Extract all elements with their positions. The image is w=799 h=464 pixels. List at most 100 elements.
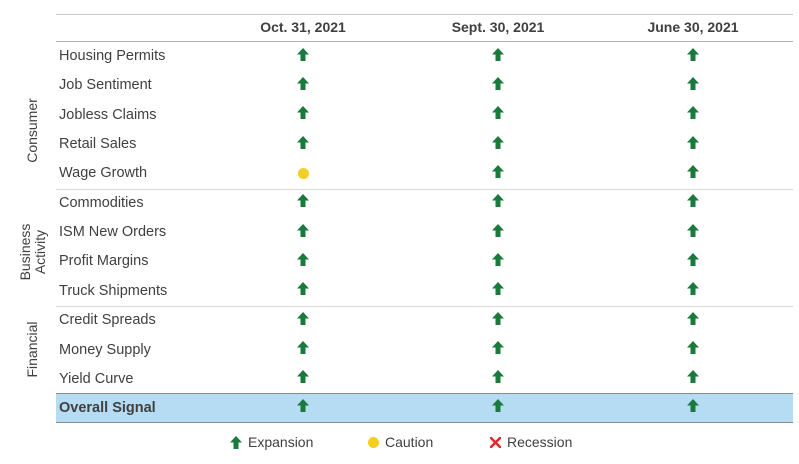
group-divider: [56, 188, 793, 190]
column-header-sept-2021: Sept. 30, 2021: [451, 19, 545, 35]
group-label-consumer: Consumer: [24, 98, 40, 163]
up-arrow-icon: [297, 76, 309, 95]
up-arrow-icon: [297, 399, 309, 417]
row-label: ISM New Orders: [59, 224, 167, 241]
up-arrow-icon: [229, 435, 243, 449]
signal-cell: [673, 336, 713, 365]
signal-cell: [673, 189, 713, 218]
signal-cell: [283, 306, 323, 335]
row-label: Money Supply: [59, 341, 151, 358]
signal-cell: [283, 189, 323, 218]
table-row: Commodities: [56, 189, 793, 218]
circle-icon: [297, 168, 309, 180]
signal-cell: [673, 247, 713, 276]
up-arrow-icon: [687, 164, 699, 183]
up-arrow-icon: [687, 370, 699, 388]
signal-cell: [478, 130, 518, 159]
signal-cell: [478, 336, 518, 365]
up-arrow-icon: [492, 399, 504, 417]
signal-cell: [673, 365, 713, 394]
up-arrow-icon: [492, 311, 504, 330]
overall-signal-label: Overall Signal: [59, 400, 156, 416]
table-row: Housing Permits: [56, 42, 793, 71]
up-arrow-icon: [297, 252, 309, 271]
up-arrow-icon: [492, 282, 504, 300]
row-label: Truck Shipments: [59, 282, 168, 299]
signal-cell: [283, 218, 323, 247]
header-row: [56, 14, 793, 42]
column-header-oct-2021: Oct. 31, 2021: [260, 19, 346, 35]
up-arrow-icon: [687, 135, 699, 154]
signal-cell: [673, 42, 713, 71]
up-arrow-icon: [492, 76, 504, 95]
up-arrow-icon: [297, 106, 309, 124]
signal-cell: [673, 306, 713, 335]
up-arrow-icon: [492, 164, 504, 183]
table-row: Job Sentiment: [56, 71, 793, 100]
up-arrow-icon: [297, 311, 309, 330]
signal-cell: [673, 277, 713, 306]
group-label-financial: Financial: [24, 321, 40, 378]
legend-label-caution: Caution: [385, 434, 434, 450]
up-arrow-icon: [687, 106, 699, 124]
overall-signal-cell: [283, 394, 323, 422]
signal-cell: [283, 247, 323, 276]
up-arrow-icon: [687, 399, 699, 417]
circle-icon: [366, 435, 380, 449]
up-arrow-icon: [492, 223, 504, 242]
overall-signal-row: Overall Signal: [56, 393, 793, 423]
up-arrow-icon: [297, 341, 309, 359]
row-label: Profit Margins: [59, 253, 149, 270]
table-row: Jobless Claims: [56, 101, 793, 130]
table-row: ISM New Orders: [56, 218, 793, 247]
up-arrow-icon: [297, 282, 309, 300]
row-label: Housing Permits: [59, 48, 166, 64]
signal-cell: [283, 71, 323, 100]
signal-cell: [673, 101, 713, 130]
row-label: Job Sentiment: [59, 77, 152, 94]
table-row: Yield Curve: [56, 365, 793, 394]
signal-cell: [478, 365, 518, 394]
up-arrow-icon: [492, 135, 504, 154]
up-arrow-icon: [492, 370, 504, 388]
signal-cell: [283, 42, 323, 71]
table-row: Profit Margins: [56, 247, 793, 276]
up-arrow-icon: [492, 252, 504, 271]
up-arrow-icon: [297, 370, 309, 388]
signal-cell: [673, 71, 713, 100]
up-arrow-icon: [297, 194, 309, 212]
up-arrow-icon: [297, 47, 309, 66]
row-label: Credit Spreads: [59, 312, 156, 329]
legend-item-recession: Recession: [488, 434, 572, 450]
row-label: Wage Growth: [59, 165, 148, 182]
signal-cell: [283, 365, 323, 394]
signal-cell: [283, 277, 323, 306]
signal-cell: [478, 101, 518, 130]
signal-cell: [478, 277, 518, 306]
signal-cell: [283, 159, 323, 188]
signal-cell: [673, 159, 713, 188]
signal-cell: [478, 159, 518, 188]
legend-label-recession: Recession: [507, 434, 573, 450]
table-row: Truck Shipments: [56, 277, 793, 306]
row-label: Yield Curve: [59, 370, 134, 387]
legend: Expansion Caution Recession: [0, 434, 799, 454]
group-label-business-activity: Business Activity: [17, 223, 48, 281]
row-label: Commodities: [59, 194, 144, 211]
row-label: Retail Sales: [59, 136, 137, 153]
up-arrow-icon: [687, 252, 699, 271]
table-row: Money Supply: [56, 336, 793, 365]
up-arrow-icon: [492, 47, 504, 66]
signal-cell: [283, 101, 323, 130]
up-arrow-icon: [687, 194, 699, 212]
up-arrow-icon: [492, 106, 504, 124]
signal-cell: [478, 42, 518, 71]
signal-cell: [673, 218, 713, 247]
table-row: Credit Spreads: [56, 306, 793, 335]
up-arrow-icon: [687, 341, 699, 359]
up-arrow-icon: [687, 47, 699, 66]
up-arrow-icon: [687, 223, 699, 242]
column-header-june-2021: June 30, 2021: [647, 19, 739, 35]
signal-cell: [478, 189, 518, 218]
signal-cell: [673, 130, 713, 159]
